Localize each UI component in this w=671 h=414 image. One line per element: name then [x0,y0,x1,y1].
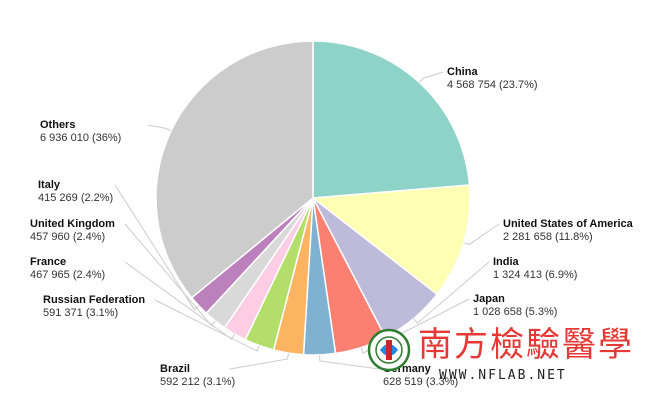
slice-label-value-russian-federation: 591 371 (3.1%) [43,307,118,319]
slice-label-value-india: 1 324 413 (6.9%) [493,269,577,281]
leader-line-india [413,261,490,324]
slice-label-name-brazil: Brazil [160,363,190,375]
leader-line-italy [114,184,200,311]
leader-line-brazil [229,353,289,370]
leader-line-china [418,71,444,83]
leader-line-others [147,124,172,132]
slice-label-value-united-kingdom: 457 960 (2.4%) [30,231,105,243]
pie-slice-china [312,40,471,199]
slice-label-value-others: 6 936 010 (36%) [40,132,121,144]
slice-label-name-russian-federation: Russian Federation [43,294,145,306]
slice-label-name-france: France [30,256,66,268]
leader-line-united-kingdom [124,223,216,327]
leader-line-united-states-of-america [463,223,500,245]
slice-label-value-brazil: 592 212 (3.1%) [160,376,235,388]
slice-label-name-japan: Japan [473,293,505,305]
slice-label-value-italy: 415 269 (2.2%) [38,192,113,204]
slice-label-value-france: 467 965 (2.4%) [30,269,105,281]
slice-label-name-italy: Italy [38,179,61,191]
slice-label-value-germany: 628 519 (3.3%) [383,376,458,388]
slice-label-name-united-states-of-america: United States of America [503,218,634,230]
watermark-chinese-text: 南方檢驗醫學 [418,325,634,365]
watermark-url-text: WWW.NFLAB.NET [439,368,567,383]
leader-line-japan [360,298,470,354]
slice-label-name-india: India [493,256,520,268]
watermark: 南方檢驗醫學 WWW.NFLAB.NET [367,325,634,383]
slice-label-name-others: Others [40,119,75,131]
pie-slice-others [155,40,314,299]
leader-line-russian-federation [154,299,260,352]
slice-label-value-japan: 1 028 658 (5.3%) [473,306,557,318]
leader-line-germany [319,354,380,370]
leader-line-france [124,261,236,341]
slice-label-value-united-states-of-america: 2 281 658 (11.8%) [503,231,593,243]
pie-slices [155,40,471,356]
slice-label-value-china: 4 568 754 (23.7%) [447,79,538,91]
slice-label-name-united-kingdom: United Kingdom [30,218,115,230]
slice-label-name-china: China [447,66,478,78]
leader-lines [114,71,500,370]
watermark-logo-icon [367,328,411,372]
